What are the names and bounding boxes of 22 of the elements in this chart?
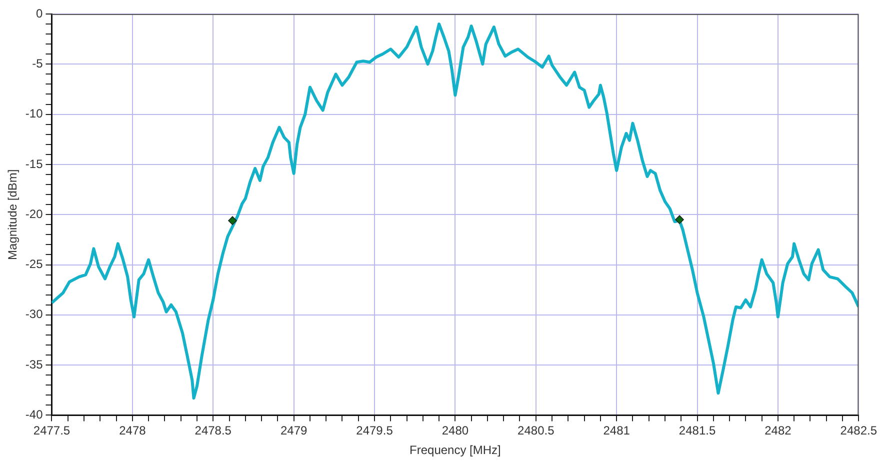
y-axis-title: Magnitude [dBm] <box>6 169 20 260</box>
x-tick-label: 2477.5 <box>33 424 70 438</box>
x-tick-label: 2478 <box>119 424 146 438</box>
y-tick-label: -20 <box>25 206 44 221</box>
x-tick-label: 2480.5 <box>518 424 555 438</box>
x-tick-label: 2479.5 <box>356 424 394 438</box>
x-tick-label: 2481 <box>603 424 630 438</box>
y-tick-label: -25 <box>25 257 44 272</box>
y-tick-label: 0 <box>36 6 44 20</box>
x-tick-label: 2479 <box>280 424 308 438</box>
x-tick-label: 2480 <box>442 424 469 438</box>
x-tick-label: 2482 <box>764 424 792 438</box>
y-tick-label: -40 <box>25 408 44 422</box>
x-tick-label: 2481.5 <box>678 424 716 438</box>
y-tick-label: -15 <box>25 156 44 171</box>
y-tick-label: -5 <box>32 56 44 70</box>
x-tick-label: 2478.5 <box>194 424 232 438</box>
y-tick-label: -10 <box>25 106 44 121</box>
x-tick-label: 2482.5 <box>840 424 878 438</box>
y-tick-label: -35 <box>25 357 44 372</box>
y-tick-label: -30 <box>25 307 44 322</box>
x-axis-title: Frequency [MHz] <box>410 443 501 458</box>
